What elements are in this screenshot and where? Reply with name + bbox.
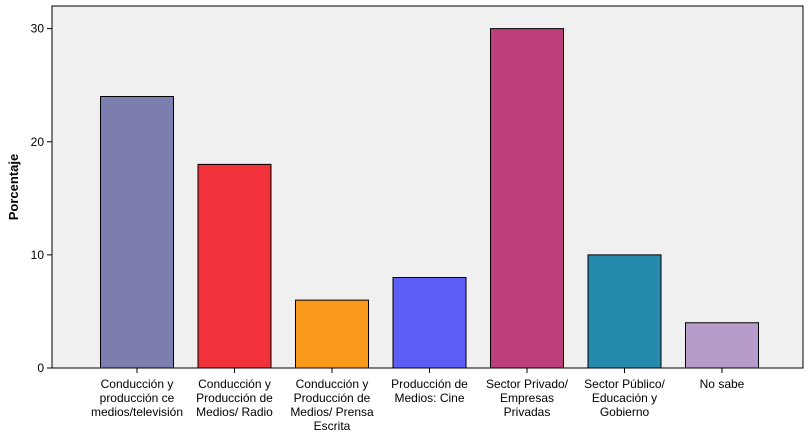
y-tick-label: 30: [31, 22, 45, 36]
y-axis: 0 10 20 30: [31, 22, 52, 375]
category-label-line: Empresas: [500, 391, 554, 405]
y-tick-label: 10: [31, 248, 45, 262]
category-label: Sector Público/Educación y Gobierno: [584, 377, 665, 419]
category-label-line: Producción de: [294, 391, 371, 405]
bar-4: [392, 277, 467, 369]
category-label-line: Privadas: [504, 405, 551, 419]
category-label: Conducción y producción ce medios/televisi…: [91, 377, 183, 419]
category-label-line: Sector Público/: [584, 377, 665, 391]
category-label-line: Gobierno: [600, 405, 650, 419]
category-label-line: Medios/ Radio: [196, 405, 273, 419]
category-label-line: Producción de: [196, 391, 273, 405]
category-label-line: No sabe: [700, 377, 745, 391]
bar-2: [197, 163, 272, 369]
category-label-line: Conducción y: [296, 377, 369, 391]
category-label: Conducción y Producción de Medios/ Radio: [196, 377, 273, 419]
bar-5: [490, 28, 564, 369]
category-label-line: medios/televisión: [91, 405, 183, 419]
category-label-line: Producción de: [391, 377, 468, 391]
category-label-line: Escrita: [314, 419, 351, 433]
category-label-line: Sector Privado/: [486, 377, 569, 391]
x-axis-labels: Conducción y producción ce medios/televisi…: [91, 368, 745, 433]
category-label-line: Medios: Cine: [394, 391, 464, 405]
category-label-line: Conducción y: [198, 377, 271, 391]
bar-1: [100, 96, 174, 369]
y-tick-label: 0: [37, 361, 44, 375]
category-label: No sabe: [700, 377, 745, 391]
category-label: Producción de Medios: Cine: [391, 377, 468, 405]
category-label-line: producción ce: [100, 391, 175, 405]
y-tick-label: 20: [31, 135, 45, 149]
category-label: Conducción y Producción de Medios/ Prensa E…: [290, 377, 374, 433]
category-label-line: Conducción y: [101, 377, 174, 391]
y-axis-title: Porcentaje: [6, 154, 21, 220]
category-label-line: Medios/ Prensa: [290, 405, 374, 419]
category-label: Sector Privado/Empresas Privadas: [486, 377, 569, 419]
bar-6: [587, 254, 662, 369]
category-label-line: Educación y: [592, 391, 657, 405]
bar-7: [685, 322, 759, 369]
bar-3: [295, 299, 369, 369]
